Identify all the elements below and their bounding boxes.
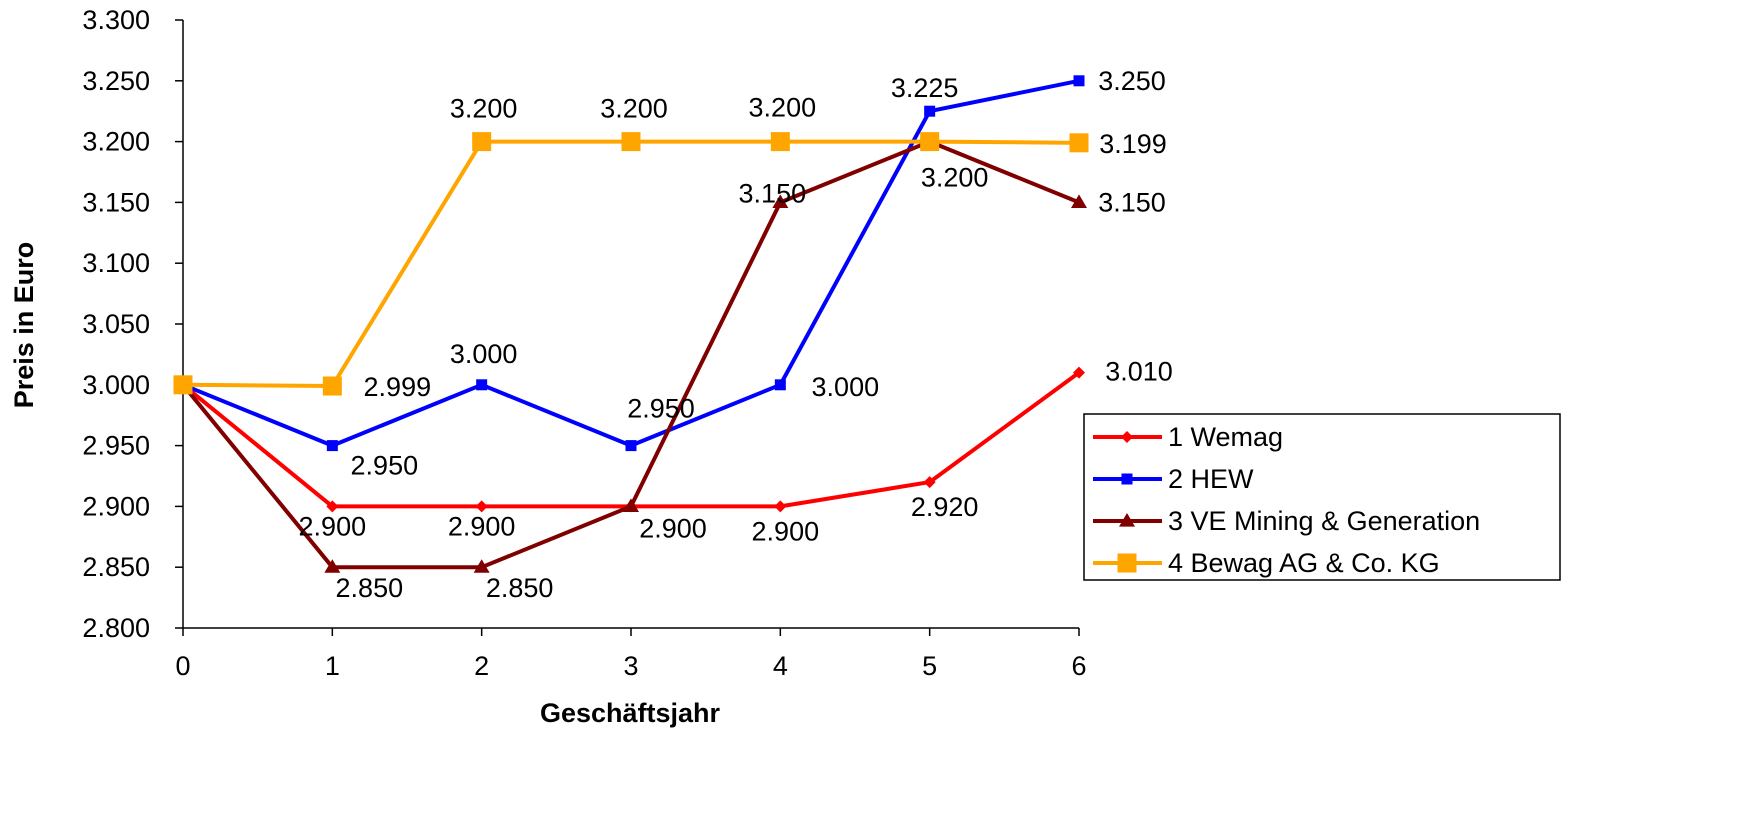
legend: 1 Wemag 2 HEW 3 VE Mining & Generation 4 Be… — [1083, 413, 1561, 581]
data-point — [326, 440, 338, 452]
y-tick-label: 2.900 — [82, 491, 150, 521]
data-point — [770, 132, 790, 152]
y-tick-label: 3.300 — [82, 5, 150, 35]
data-label: 3.200 — [921, 163, 989, 193]
data-point — [1073, 366, 1085, 379]
data-label: 3.225 — [891, 73, 959, 103]
x-tick-label: 5 — [922, 651, 937, 681]
legend-marker — [1119, 513, 1135, 527]
x-axis-title: Geschäftsjahr — [540, 698, 721, 728]
data-label: 2.999 — [364, 372, 432, 402]
data-labels-layer: 2.900 2.900 2.900 2.920 3.010 2.950 3.000 2.950… — [299, 66, 1173, 603]
x-tick-label: 2 — [474, 651, 489, 681]
data-label: 2.900 — [448, 511, 516, 541]
data-point — [324, 559, 341, 573]
data-label: 2.950 — [627, 394, 695, 424]
x-tick-label: 0 — [175, 651, 190, 681]
data-point — [774, 500, 787, 513]
data-point — [476, 379, 488, 391]
x-tick-label: 6 — [1071, 651, 1086, 681]
legend-item: 1 Wemag — [1093, 422, 1283, 452]
x-tick-label: 1 — [325, 651, 340, 681]
data-label: 3.010 — [1105, 357, 1173, 387]
data-label: 3.150 — [1098, 187, 1166, 217]
legend-marker — [1117, 553, 1137, 573]
data-label: 3.150 — [739, 178, 807, 208]
data-label: 2.920 — [911, 492, 979, 522]
legend-label: 3 VE Mining & Generation — [1168, 506, 1480, 536]
data-point — [623, 498, 639, 512]
data-point — [472, 132, 492, 152]
legend-item: 4 Bewag AG & Co. KG — [1093, 548, 1440, 578]
data-label: 2.900 — [299, 511, 367, 541]
y-tick-label: 2.950 — [82, 431, 150, 461]
legend-item: 3 VE Mining & Generation — [1093, 506, 1480, 536]
data-label: 3.199 — [1099, 129, 1167, 159]
data-label: 2.850 — [486, 573, 554, 603]
data-point — [326, 500, 339, 513]
series-layer — [173, 75, 1089, 573]
y-tick-label: 3.200 — [82, 127, 150, 157]
y-tick-label: 2.800 — [82, 613, 150, 643]
data-label: 3.200 — [450, 94, 518, 124]
data-label: 2.900 — [639, 513, 707, 543]
x-tick-label: 4 — [773, 651, 788, 681]
data-label: 3.250 — [1098, 66, 1166, 96]
data-point — [625, 440, 637, 452]
y-axis-title: Preis in Euro — [9, 242, 39, 409]
data-point — [774, 379, 786, 391]
y-tick-label: 3.150 — [82, 187, 150, 217]
data-point — [473, 559, 490, 573]
y-axis-ticks: 2.800 2.850 2.900 2.950 3.000 3.050 3.100 3.150… — [82, 5, 183, 643]
data-point — [1071, 194, 1087, 208]
data-label: 3.200 — [600, 94, 668, 124]
data-point — [772, 194, 789, 208]
x-axis-ticks: 0 1 2 3 4 5 6 — [175, 628, 1087, 681]
data-point — [920, 132, 940, 152]
x-tick-label: 3 — [623, 651, 638, 681]
legend-marker — [1121, 431, 1133, 443]
data-point — [621, 132, 641, 152]
data-point — [1073, 75, 1085, 87]
y-tick-label: 3.100 — [82, 248, 150, 278]
data-label: 2.950 — [351, 451, 419, 481]
data-point — [924, 105, 936, 117]
legend-item: 2 HEW — [1093, 464, 1254, 494]
y-tick-label: 3.000 — [82, 370, 150, 400]
legend-box — [1083, 413, 1561, 581]
legend-marker — [1121, 473, 1133, 485]
data-label: 2.850 — [336, 573, 404, 603]
y-tick-label: 2.850 — [82, 552, 150, 582]
data-label: 3.000 — [450, 339, 518, 369]
data-point — [1069, 133, 1089, 153]
y-tick-label: 3.250 — [82, 66, 150, 96]
data-point — [923, 476, 936, 489]
data-label: 3.200 — [749, 93, 817, 123]
data-point — [173, 375, 193, 395]
legend-label: 4 Bewag AG & Co. KG — [1168, 548, 1440, 578]
legend-label: 1 Wemag — [1168, 422, 1283, 452]
data-label: 3.000 — [812, 372, 880, 402]
data-point — [322, 376, 342, 396]
y-tick-label: 3.050 — [82, 309, 150, 339]
data-point — [475, 500, 488, 513]
series-4 — [173, 132, 1089, 396]
legend-label: 2 HEW — [1168, 464, 1254, 494]
data-label: 2.900 — [752, 516, 820, 546]
